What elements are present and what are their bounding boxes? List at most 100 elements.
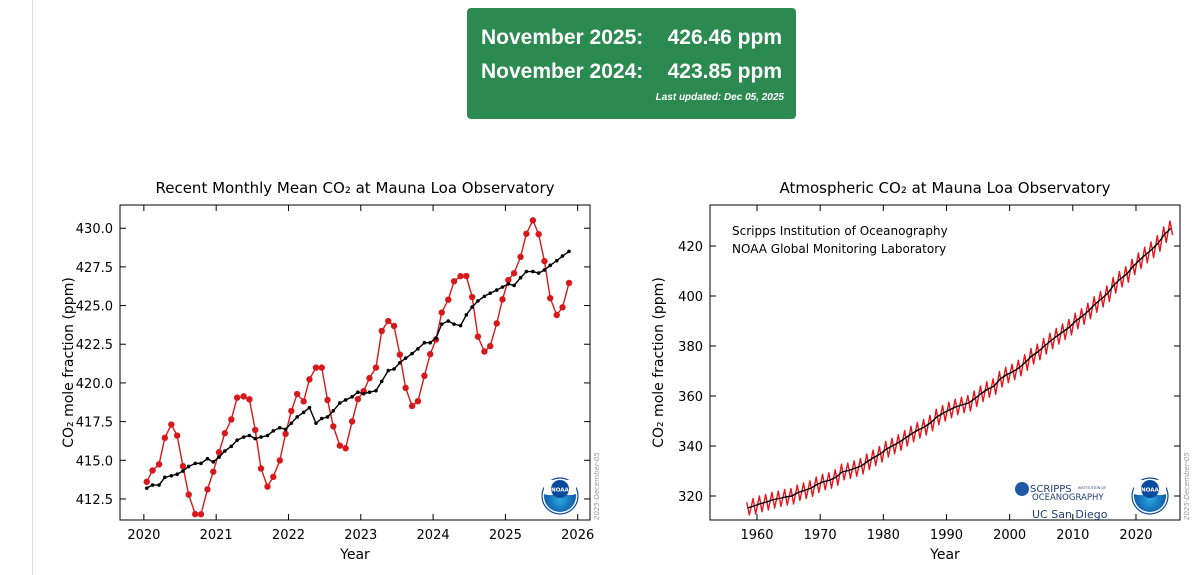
data-point <box>531 269 535 274</box>
data-point <box>372 364 380 371</box>
data-point <box>270 473 277 481</box>
data-point <box>464 313 469 317</box>
data-point <box>374 388 378 393</box>
data-point <box>295 415 299 419</box>
data-point <box>445 296 452 303</box>
plot-frame <box>709 204 1181 521</box>
data-point <box>470 305 474 309</box>
data-point <box>422 340 427 345</box>
data-point <box>421 372 428 380</box>
data-point <box>506 282 511 286</box>
data-point <box>567 249 571 254</box>
annotation: Scripps Institution of Oceanography <box>732 224 948 238</box>
page-divider <box>32 0 33 575</box>
y-tick-label: 427.5 <box>76 261 113 276</box>
data-point <box>481 348 488 355</box>
data-point <box>217 455 221 459</box>
data-point <box>542 268 547 272</box>
plot-frame <box>119 204 591 521</box>
data-point <box>463 272 470 280</box>
data-point <box>468 293 476 301</box>
data-point <box>240 393 247 400</box>
x-tick-label: 1970 <box>804 528 837 543</box>
x-axis-label: Year <box>929 547 960 563</box>
data-point <box>414 397 422 405</box>
data-point <box>338 401 342 405</box>
y-tick-label: 422.5 <box>76 338 113 353</box>
date-stamp: 2025-December-05 <box>1183 452 1191 520</box>
chart-title: Recent Monthly Mean CO₂ at Mauna Loa Obs… <box>155 179 554 197</box>
data-point <box>186 464 191 469</box>
data-point <box>253 436 258 441</box>
data-point <box>175 472 179 477</box>
data-point <box>517 253 524 261</box>
data-point <box>306 376 313 383</box>
y-tick-label: 400 <box>678 290 703 305</box>
data-point <box>301 410 306 415</box>
data-point <box>523 230 530 237</box>
x-tick-label: 2024 <box>417 528 450 543</box>
data-point <box>402 384 409 392</box>
scripps-sub: OCEANOGRAPHY <box>1032 493 1104 503</box>
data-point <box>210 468 217 475</box>
y-tick-label: 380 <box>678 340 703 355</box>
data-point <box>529 217 537 224</box>
data-point <box>488 291 493 295</box>
data-point <box>354 395 362 403</box>
noaa-logo: NOAA <box>1131 477 1169 515</box>
data-point <box>427 350 434 358</box>
data-point <box>356 390 360 395</box>
data-point <box>500 285 505 289</box>
data-point <box>246 396 253 403</box>
data-point <box>410 351 414 356</box>
data-point <box>554 258 559 263</box>
data-point <box>434 336 438 340</box>
data-point <box>452 322 456 326</box>
data-point <box>143 478 150 485</box>
data-point <box>457 272 464 280</box>
series-line <box>746 220 1174 516</box>
data-point <box>181 469 185 473</box>
noaa-logo: NOAA <box>541 477 579 515</box>
data-point <box>428 340 433 345</box>
logo-top <box>551 480 569 498</box>
banner-value: 426.46 ppm <box>667 26 782 49</box>
data-point <box>204 486 211 493</box>
data-point <box>396 351 404 358</box>
data-point <box>553 311 560 319</box>
series-line <box>747 227 1172 509</box>
data-point <box>361 391 366 396</box>
x-tick-label: 2000 <box>993 528 1026 543</box>
x-tick-label: 2020 <box>1119 528 1152 543</box>
logo-text: NOAA <box>551 488 569 494</box>
x-tick-label: 2025 <box>489 528 522 543</box>
y-tick-label: 420 <box>678 240 703 255</box>
data-point <box>330 423 337 430</box>
data-point <box>499 296 506 303</box>
data-point <box>293 390 301 398</box>
banner-value: 423.85 ppm <box>667 60 782 83</box>
data-point <box>324 396 331 404</box>
data-point <box>314 421 318 425</box>
data-point <box>312 364 320 371</box>
data-point <box>228 416 235 423</box>
x-tick-label: 2022 <box>272 528 305 543</box>
x-tick-label: 1990 <box>930 528 963 543</box>
data-point <box>505 276 512 284</box>
banner-row: November 2024: 423.85 ppm <box>481 60 782 84</box>
annotation: NOAA Global Monitoring Laboratory <box>732 242 946 256</box>
data-point <box>541 257 548 265</box>
data-point <box>252 426 259 434</box>
data-point <box>510 270 518 277</box>
data-point <box>438 309 445 316</box>
y-tick-label: 425.0 <box>76 300 113 315</box>
y-tick-label: 412.5 <box>76 493 113 508</box>
data-point <box>392 367 396 371</box>
data-point <box>482 294 487 299</box>
data-point <box>211 460 216 464</box>
data-point <box>487 342 494 350</box>
y-tick-label: 430.0 <box>76 222 113 237</box>
data-point <box>192 510 199 518</box>
y-tick-label: 360 <box>678 390 703 405</box>
